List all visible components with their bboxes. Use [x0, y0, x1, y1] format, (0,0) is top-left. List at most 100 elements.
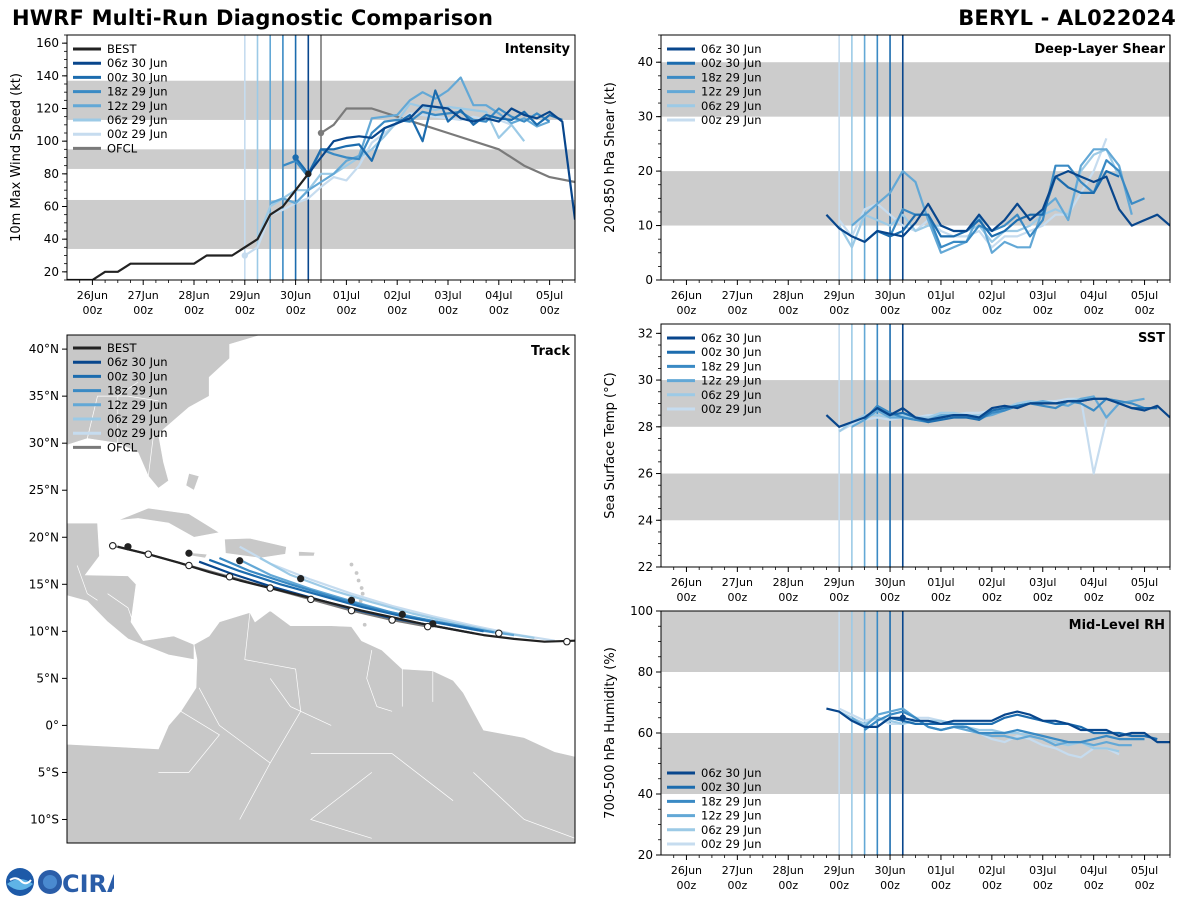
- x-tick-label-hour: 00z: [982, 879, 1002, 892]
- x-tick-label-hour: 00z: [778, 879, 798, 892]
- x-tick-label-hour: 00z: [184, 304, 204, 317]
- legend-label: 00z 29 Jun: [701, 113, 762, 127]
- x-tick-label-date: 29Jun: [824, 576, 855, 589]
- legend-label: 12z 29 Jun: [107, 398, 168, 412]
- series-marker: [241, 252, 248, 259]
- x-tick-label-hour: 00z: [880, 591, 900, 604]
- political-borders: [76, 381, 575, 839]
- border-line: [239, 612, 302, 820]
- x-tick-label-hour: 00z: [727, 304, 747, 317]
- y-tick-label: 120: [36, 102, 59, 116]
- series-line-06z-29-jun: [256, 102, 526, 240]
- track-marker-open: [423, 622, 432, 631]
- island: [348, 562, 354, 568]
- x-tick-label-hour: 00z: [1135, 591, 1155, 604]
- track-line-best: [117, 545, 575, 643]
- x-tick-label-date: 28Jun: [773, 864, 804, 877]
- track-marker-open: [563, 637, 571, 646]
- legend-label: 12z 29 Jun: [107, 99, 168, 113]
- lat-tick-label: 10°S: [30, 812, 59, 826]
- x-tick-label-date: 29Jun: [824, 289, 855, 302]
- shaded-band: [661, 171, 1170, 226]
- lat-tick-label: 35°N: [29, 389, 59, 403]
- track-map-panel: 40°N 35°N 30°N 25°N 20°N 15°N 10°N 5°N 0° 5°S 10°S…: [29, 334, 576, 844]
- x-tick-label-hour: 00z: [677, 591, 697, 604]
- track-marker-open: [495, 629, 503, 637]
- north-america: [67, 335, 271, 489]
- map-frame: [66, 334, 576, 844]
- x-tick-label-date: 30Jun: [874, 289, 905, 302]
- y-tick-label: 20: [638, 848, 653, 862]
- series-line-12z-29-jun: [851, 707, 1132, 747]
- x-tick-label-hour: 00z: [1084, 879, 1104, 892]
- legend-label: 12z 29 Jun: [701, 374, 762, 388]
- hispaniola: [224, 537, 287, 559]
- x-tick-label-date: 02Jul: [384, 289, 411, 302]
- legend-label: OFCL: [107, 141, 138, 155]
- legend-label: 18z 29 Jun: [701, 794, 762, 808]
- cuba: [117, 507, 221, 538]
- x-tick-label-hour: 00z: [829, 879, 849, 892]
- x-tick-label-date: 28Jun: [773, 576, 804, 589]
- legend-label: OFCL: [107, 440, 138, 454]
- series-marker: [899, 714, 906, 721]
- x-tick-label-date: 05Jul: [1131, 864, 1158, 877]
- series-line-00z-29-jun: [838, 397, 1108, 475]
- track-marker-open: [144, 550, 153, 558]
- legend-label: BEST: [107, 42, 137, 56]
- border-line: [269, 678, 332, 726]
- x-tick-label-date: 27Jun: [722, 864, 753, 877]
- x-tick-label-date: 26Jun: [671, 576, 702, 589]
- y-tick-label: 140: [36, 69, 59, 83]
- x-tick-label-hour: 00z: [880, 304, 900, 317]
- island: [356, 578, 362, 584]
- y-tick-label: 26: [638, 467, 653, 481]
- x-tick-label-date: 05Jul: [1131, 576, 1158, 589]
- x-tick-label-date: 04Jul: [1080, 576, 1107, 589]
- border-line: [310, 772, 373, 839]
- x-tick-label-date: 03Jul: [1029, 576, 1056, 589]
- x-tick-label-hour: 00z: [677, 879, 697, 892]
- legend-label: 06z 30 Jun: [701, 766, 762, 780]
- y-tick-label: 80: [638, 665, 653, 679]
- series-line-12z-29-jun: [851, 148, 1133, 254]
- track-line-06z-29-jun: [259, 557, 535, 639]
- y-axis-label: Sea Surface Temp (°C): [603, 372, 618, 519]
- x-tick-label-hour: 00z: [982, 304, 1002, 317]
- sst-panel: 22 24 26 28 30 32 26Jun 00z 27Jun 00z 28Jun 00z 29Ju…: [603, 323, 1171, 604]
- lat-tick-label: 10°N: [29, 624, 59, 638]
- x-tick-label-date: 30Jun: [874, 576, 905, 589]
- x-tick-label-hour: 00z: [778, 304, 798, 317]
- x-tick-label-hour: 00z: [540, 304, 560, 317]
- x-tick-label-date: 30Jun: [280, 289, 311, 302]
- border-line: [310, 753, 454, 801]
- border-line: [473, 772, 575, 839]
- series-line-18z-29-jun: [863, 710, 1145, 744]
- track-marker-open: [266, 584, 274, 592]
- track-marker-filled: [236, 557, 244, 565]
- y-axis-label: 700-500 hPa Humidity (%): [603, 647, 618, 819]
- south-america: [67, 610, 575, 843]
- y-tick-label: 0: [645, 273, 653, 287]
- legend-label: 12z 29 Jun: [701, 809, 762, 823]
- y-tick-label: 40: [638, 55, 653, 69]
- legend-label: 06z 29 Jun: [701, 388, 762, 402]
- track-marker-open: [388, 616, 396, 624]
- y-axis-label: 10m Max Wind Speed (kt): [9, 73, 24, 242]
- x-tick-label-date: 28Jun: [178, 289, 209, 302]
- x-tick-label-hour: 00z: [1033, 591, 1053, 604]
- lat-tick-label: 20°N: [29, 530, 59, 544]
- x-tick-label-hour: 00z: [677, 304, 697, 317]
- y-tick-label: 100: [36, 134, 59, 148]
- legend-label: 06z 30 Jun: [701, 42, 762, 56]
- track-marker-open: [185, 561, 193, 570]
- legend-label: 00z 30 Jun: [701, 56, 762, 70]
- lat-tick-label: 15°N: [29, 577, 59, 591]
- x-tick-label-date: 02Jul: [978, 289, 1005, 302]
- x-tick-label-date: 03Jul: [1029, 289, 1056, 302]
- y-tick-label: 160: [36, 36, 59, 50]
- border-line: [117, 381, 139, 444]
- storm-id-title: BERYL - AL022024: [958, 6, 1176, 30]
- border-line: [198, 687, 271, 764]
- intensity-panel: 20 40 60 80 100 120 140 160 26Jun 00z 27Jun 00z 28Ju…: [9, 34, 576, 317]
